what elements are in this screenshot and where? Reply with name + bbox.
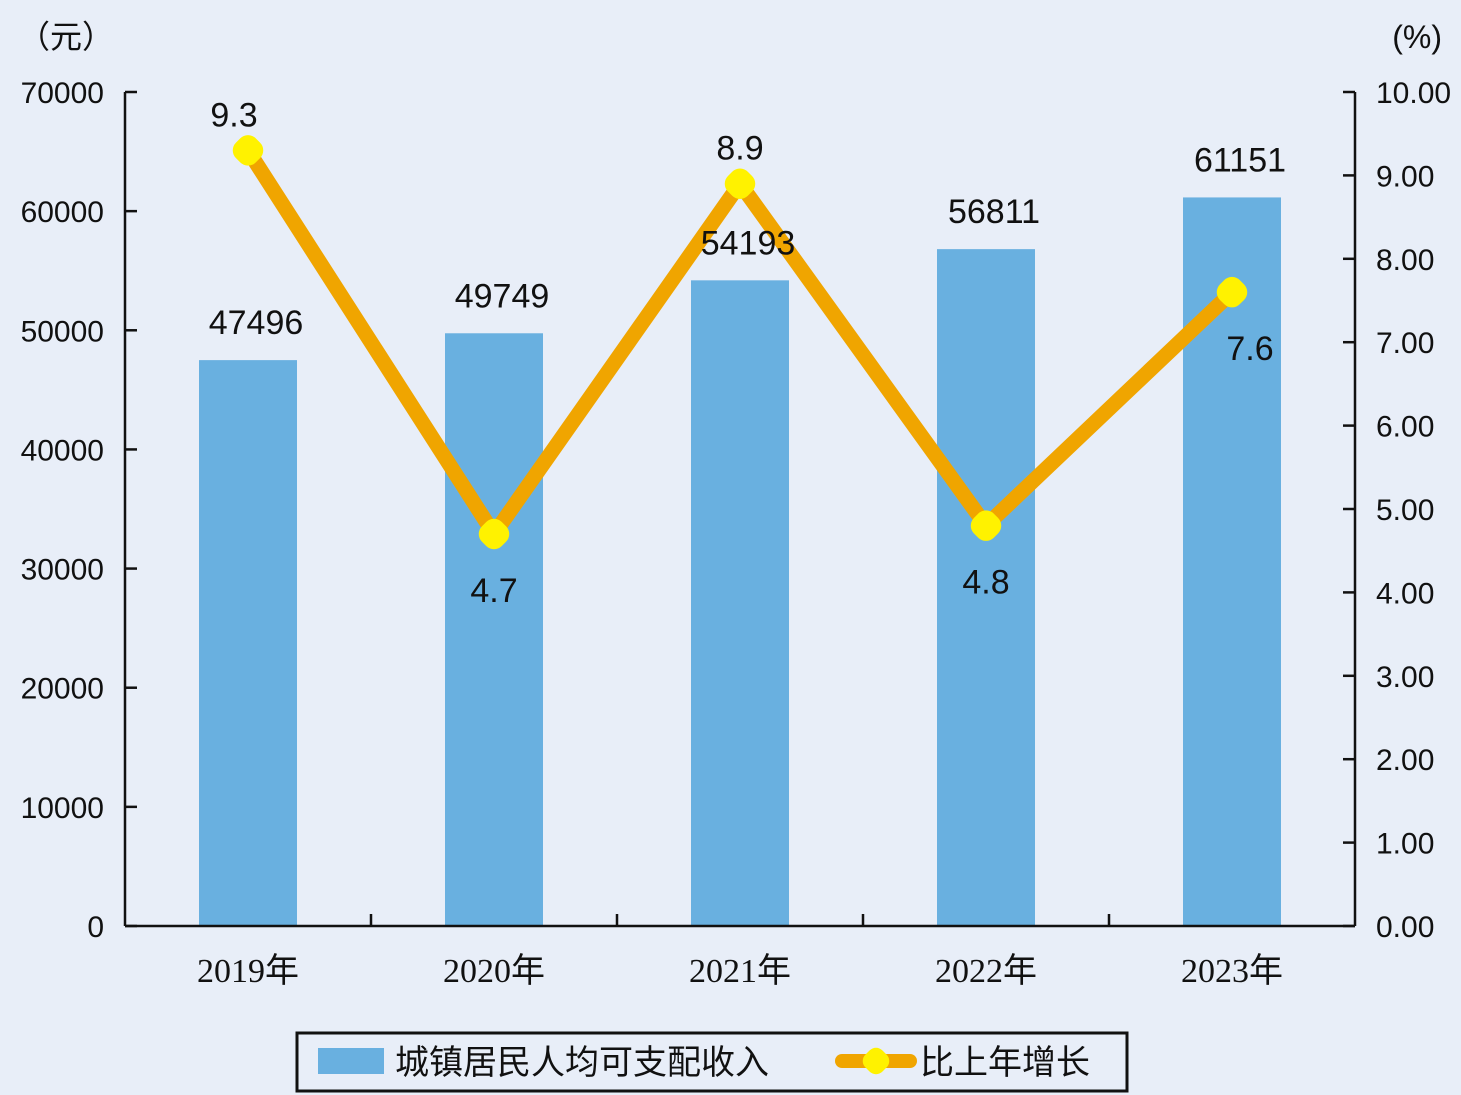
- growth-value-label: 4.7: [470, 572, 517, 610]
- legend-bar-swatch: [318, 1048, 384, 1074]
- left-tick-label: 50000: [21, 315, 104, 348]
- x-tick-label: 2020年: [443, 952, 545, 990]
- right-tick-label: 9.00: [1376, 160, 1434, 193]
- right-axis-unit: (%): [1392, 19, 1442, 55]
- right-tick-label: 1.00: [1376, 828, 1434, 861]
- right-tick-label: 6.00: [1376, 411, 1434, 444]
- left-tick-label: 70000: [21, 77, 104, 110]
- left-tick-label: 40000: [21, 434, 104, 467]
- right-tick-label: 3.00: [1376, 661, 1434, 694]
- legend-line-label: 比上年增长: [920, 1043, 1090, 1083]
- data-labels-group: 47496 49749 54193 56811 61151 9.3 4.7 8.9 4.8 7.6: [209, 96, 1286, 610]
- bar-2021年: [691, 280, 789, 926]
- left-axis-unit: （元）: [18, 19, 114, 55]
- left-axis-ticks: 0 10000 20000 30000 40000 50000 60000 70000: [21, 77, 137, 944]
- x-tick-label: 2023年: [1181, 952, 1283, 990]
- bar-2019年: [199, 360, 297, 926]
- right-tick-label: 8.00: [1376, 244, 1434, 277]
- right-tick-label: 0.00: [1376, 911, 1434, 944]
- legend: 城镇居民人均可支配收入 比上年增长: [295, 1031, 1129, 1093]
- bar-value-label: 56811: [948, 193, 1040, 231]
- left-tick-label: 10000: [21, 792, 104, 825]
- left-tick-label: 60000: [21, 196, 104, 229]
- right-tick-label: 5.00: [1376, 494, 1434, 527]
- growth-line-group: [232, 135, 1248, 550]
- x-tick-label: 2021年: [689, 952, 791, 990]
- x-axis-ticks: 2019年 2020年 2021年 2022年 2023年: [197, 914, 1283, 990]
- growth-value-label: 9.3: [210, 96, 257, 134]
- growth-marker-2021年: [724, 168, 756, 199]
- left-tick-label: 20000: [21, 673, 104, 706]
- right-tick-label: 10.00: [1376, 77, 1451, 110]
- right-tick-label: 4.00: [1376, 577, 1434, 610]
- right-tick-label: 2.00: [1376, 744, 1434, 777]
- bar-value-label: 49749: [455, 277, 550, 315]
- bar-2022年: [937, 249, 1035, 926]
- growth-marker-2022年: [970, 510, 1002, 541]
- growth-value-label: 8.9: [716, 130, 763, 168]
- growth-marker-2020年: [478, 518, 510, 550]
- legend-bar-label: 城镇居民人均可支配收入: [395, 1043, 769, 1083]
- bar-value-label: 54193: [701, 224, 796, 262]
- left-tick-label: 0: [87, 911, 104, 944]
- growth-marker-2019年: [232, 135, 264, 166]
- bar-value-label: 47496: [209, 304, 304, 342]
- bar-value-label: 61151: [1194, 141, 1286, 179]
- legend-box: [295, 1031, 1129, 1093]
- growth-value-label: 7.6: [1226, 330, 1273, 368]
- x-tick-label: 2019年: [197, 952, 299, 990]
- growth-marker-2023年: [1216, 276, 1248, 308]
- bars-group: [199, 197, 1281, 927]
- growth-value-label: 4.8: [962, 564, 1009, 602]
- bar-2020年: [445, 333, 543, 926]
- right-axis-ticks: 0.00 1.00 2.00 3.00 4.00 5.00 6.00 7.00 8.00 9.00…: [1343, 77, 1451, 944]
- x-tick-label: 2022年: [935, 952, 1037, 990]
- legend-line-marker: [862, 1047, 890, 1075]
- left-tick-label: 30000: [21, 554, 104, 587]
- right-tick-label: 7.00: [1376, 327, 1434, 360]
